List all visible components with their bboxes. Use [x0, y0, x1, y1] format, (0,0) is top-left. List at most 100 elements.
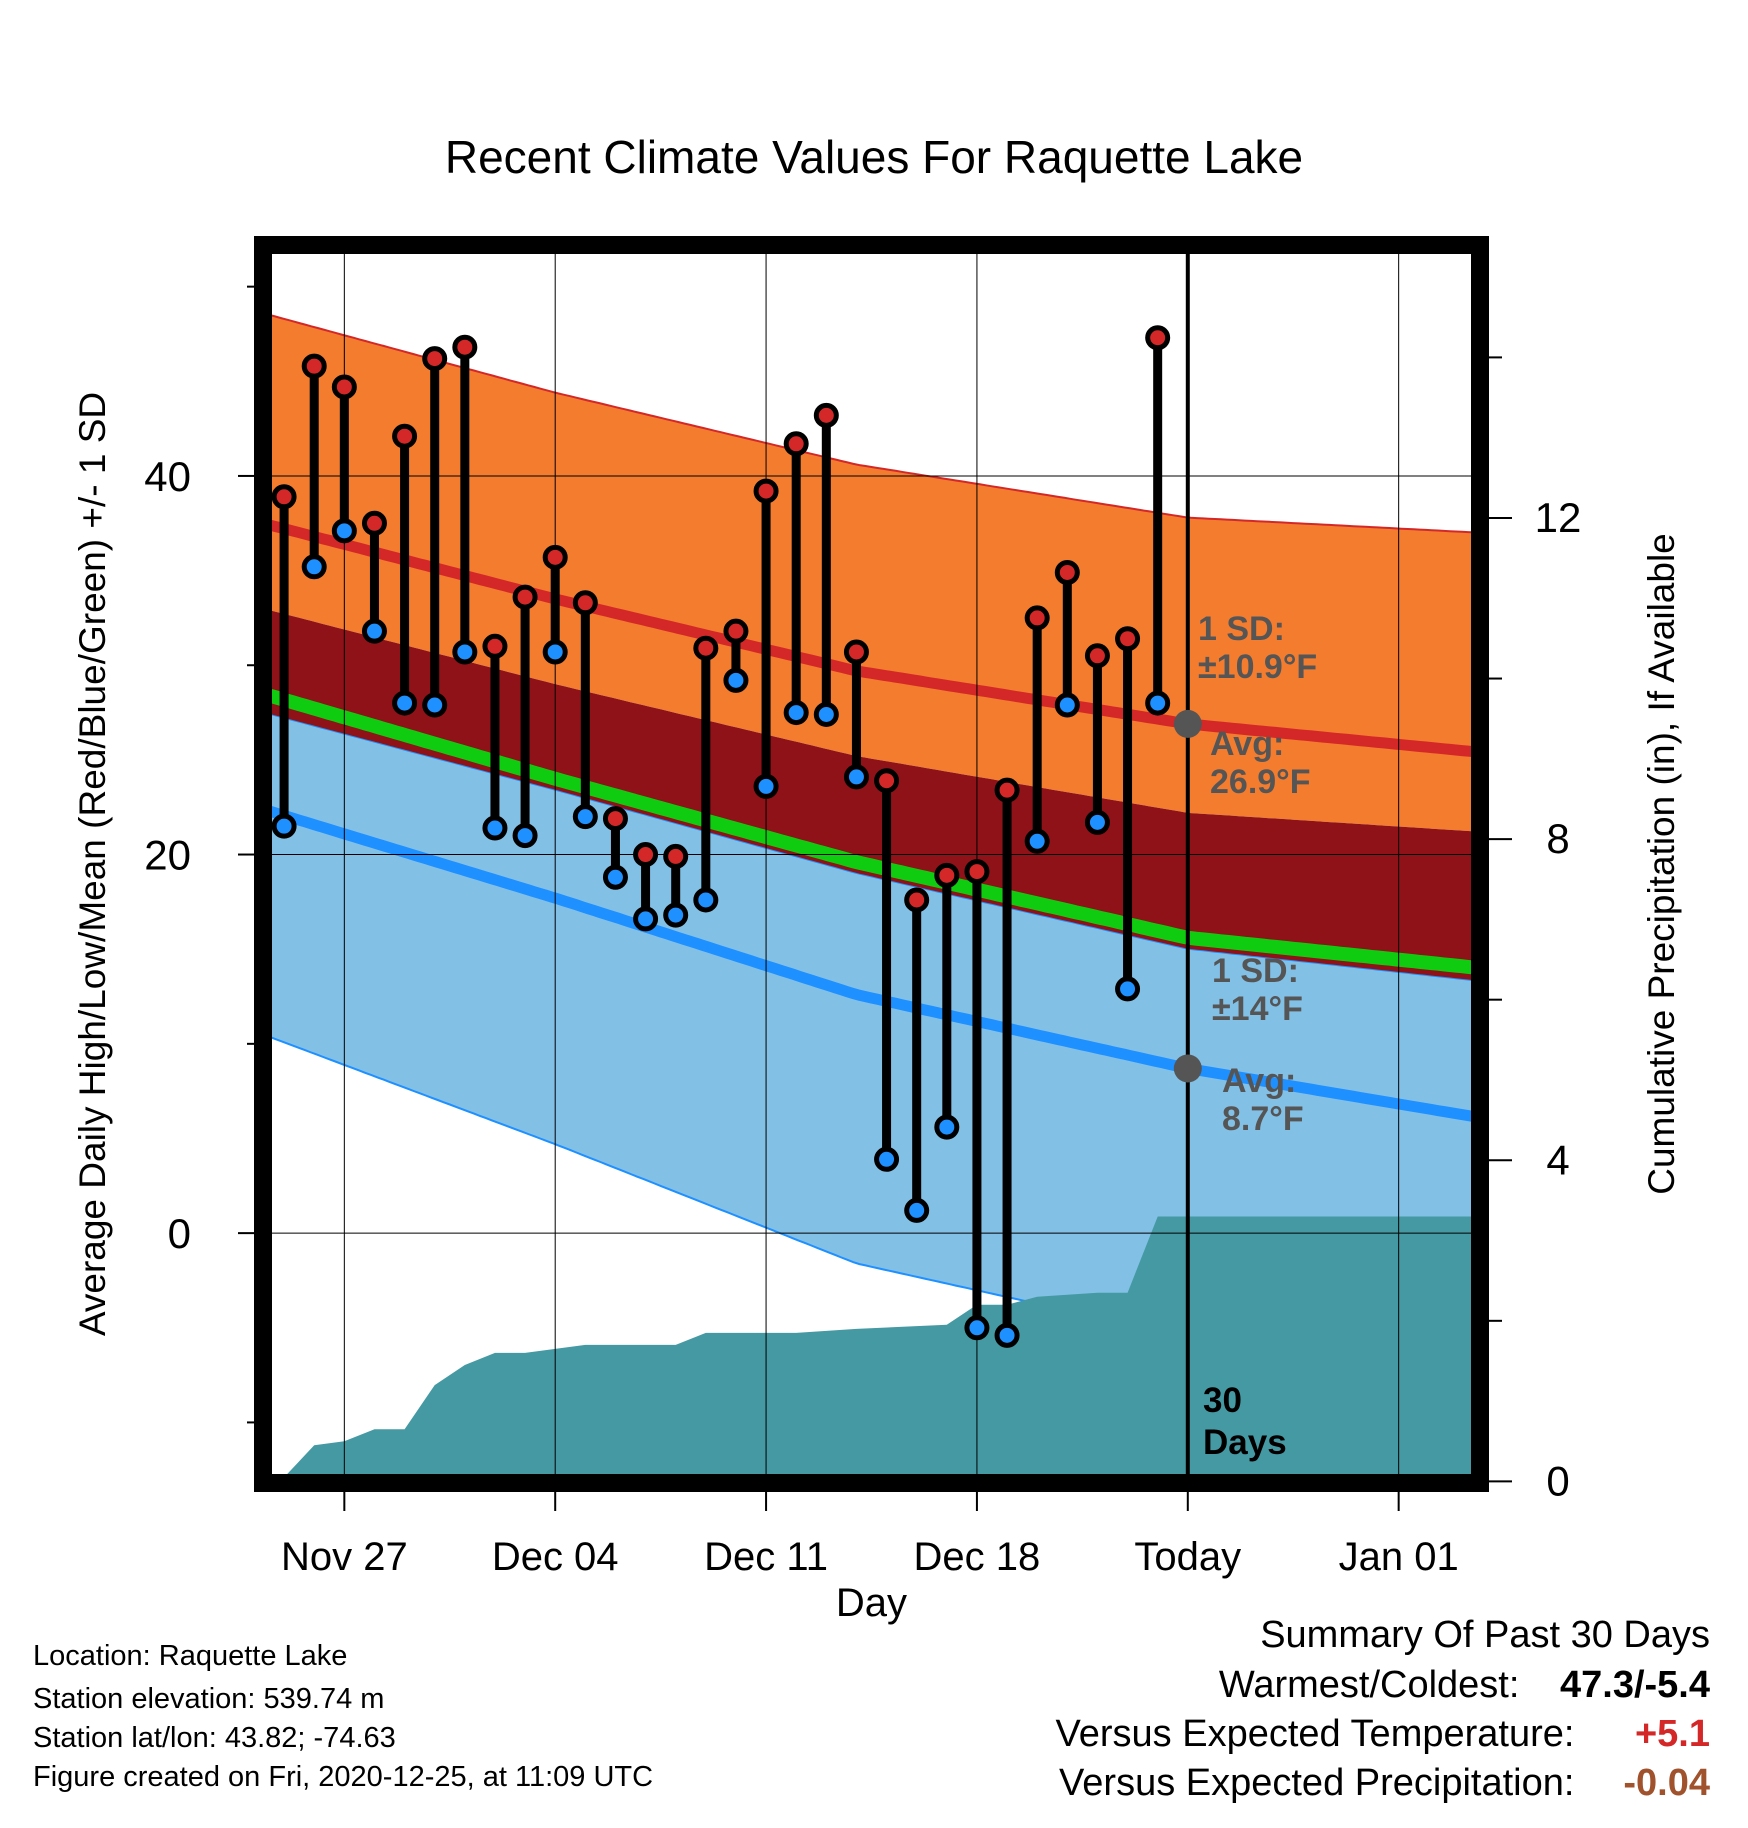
high-avg-annotation: Avg: 26.9°F [1210, 725, 1311, 801]
high-avg-annotation-line: 26.9°F [1210, 763, 1311, 801]
footer-created: Figure created on Fri, 2020-12-25, at 11… [33, 1761, 654, 1793]
observed-high-point [542, 544, 568, 570]
observed-high-point [934, 862, 960, 888]
observed-high-point [663, 843, 689, 869]
summary-precip-row: Versus Expected Precipitation: -0.04 [1059, 1762, 1710, 1805]
plot-frame [254, 236, 1489, 1492]
observed-low-point [753, 773, 779, 799]
days-label-line: Days [1203, 1423, 1287, 1462]
x-tick-label: Nov 27 [281, 1535, 408, 1579]
summary-temp-label: Versus Expected Temperature: [1055, 1713, 1575, 1755]
observed-high-point [874, 768, 900, 794]
plot-area [263, 245, 1480, 1483]
observed-high-point [271, 484, 297, 510]
observed-low-point [602, 864, 628, 890]
low-avg-annotation-line: 8.7°F [1222, 1100, 1304, 1138]
observed-high-point [843, 639, 869, 665]
observed-high-point [964, 859, 990, 885]
observed-high-point [1145, 325, 1171, 351]
footer-elevation: Station elevation: 539.74 m [33, 1683, 385, 1715]
observed-low-point [1054, 692, 1080, 718]
observed-high-point [783, 431, 809, 457]
observed-high-point [361, 510, 387, 536]
observed-low-point [723, 667, 749, 693]
low-upper-edge [263, 712, 1480, 982]
y2-tick-label: 4 [1546, 1136, 1569, 1183]
days-label-line: 30 [1203, 1381, 1242, 1420]
summary-warmest-row: Warmest/Coldest: 47.3/-5.4 [1219, 1664, 1710, 1707]
x-tick-label: Today [1134, 1535, 1241, 1579]
today-high-avg-marker [1173, 709, 1202, 738]
x-axis-title: Day [836, 1581, 907, 1625]
days-label: 30 Days [1203, 1381, 1287, 1462]
observed-high-point [753, 478, 779, 504]
footer-location: Location: Raquette Lake [33, 1640, 348, 1672]
summary-precip-value: -0.04 [1623, 1762, 1710, 1804]
observed-high-point [1054, 559, 1080, 585]
summary-temp-value: +5.1 [1634, 1713, 1710, 1755]
observed-low-point [843, 764, 869, 790]
observed-high-point [813, 402, 839, 428]
observed-low-point [663, 902, 689, 928]
y2-axis-title: Cumulative Precipitation (in), If Availa… [1641, 533, 1682, 1195]
x-tick-label: Dec 18 [914, 1535, 1041, 1579]
observed-high-point [1024, 605, 1050, 631]
observed-high-point [1084, 643, 1110, 669]
summary-precip-label: Versus Expected Precipitation: [1059, 1762, 1575, 1804]
observed-low-point [904, 1197, 930, 1223]
observed-high-point [331, 374, 357, 400]
low-sd-annotation-line: ±14°F [1212, 990, 1303, 1028]
x-tick-label: Dec 04 [492, 1535, 619, 1579]
today-low-avg-marker [1173, 1054, 1202, 1083]
observed-low-point [452, 639, 478, 665]
y-tick-label: 20 [144, 832, 191, 879]
observed-low-point [572, 804, 598, 830]
observed-high-point [301, 353, 327, 379]
chart-title: Recent Climate Values For Raquette Lake [444, 131, 1304, 183]
observed-high-point [723, 618, 749, 644]
observed-low-point [361, 618, 387, 644]
observed-low-point [331, 518, 357, 544]
summary-warmest-value: 47.3/-5.4 [1560, 1664, 1710, 1706]
observed-low-point [813, 701, 839, 727]
summary-temp-row: Versus Expected Temperature: +5.1 [1056, 1713, 1710, 1756]
low-sd-annotation: 1 SD: ±14°F [1212, 952, 1303, 1028]
observed-high-point [572, 590, 598, 616]
observed-low-point [874, 1146, 900, 1172]
y2-tick-label: 0 [1546, 1457, 1569, 1504]
y2-tick-label: 12 [1535, 494, 1582, 541]
observed-low-point [271, 813, 297, 839]
observed-low-point [1024, 828, 1050, 854]
y2-tick-label: 8 [1546, 815, 1569, 862]
observed-low-point [934, 1114, 960, 1140]
y-tick-label: 0 [168, 1210, 191, 1257]
observed-low-point [994, 1322, 1020, 1348]
summary-heading: Summary Of Past 30 Days [1260, 1614, 1710, 1656]
observed-low-point [783, 700, 809, 726]
observed-high-point [422, 346, 448, 372]
observed-low-point [1084, 809, 1110, 835]
high-sd-annotation-line: 1 SD: [1198, 610, 1285, 648]
y-tick-label: 40 [144, 453, 191, 500]
observed-low-point [422, 692, 448, 718]
expected-low-line [263, 803, 1480, 1124]
observed-low-point [512, 823, 538, 849]
observed-low-point [1145, 690, 1171, 716]
observed-high-point [452, 334, 478, 360]
high-sd-annotation: 1 SD: ±10.9°F [1198, 610, 1317, 686]
expected-mean-line [263, 686, 1480, 976]
overlap-band [263, 608, 1480, 982]
observed-high-point [602, 806, 628, 832]
observed-high-point [392, 423, 418, 449]
observed-high-point [633, 842, 659, 868]
high-sd-band [263, 313, 1480, 832]
low-avg-annotation-line: Avg: [1222, 1062, 1296, 1100]
observed-low-point [633, 906, 659, 932]
summary-warmest-label: Warmest/Coldest: [1218, 1664, 1520, 1706]
observed-high-point [994, 777, 1020, 803]
observed-low-point [693, 887, 719, 913]
observed-high-point [512, 584, 538, 610]
observed-high-point [1115, 626, 1141, 652]
observed-high-point [482, 633, 508, 659]
